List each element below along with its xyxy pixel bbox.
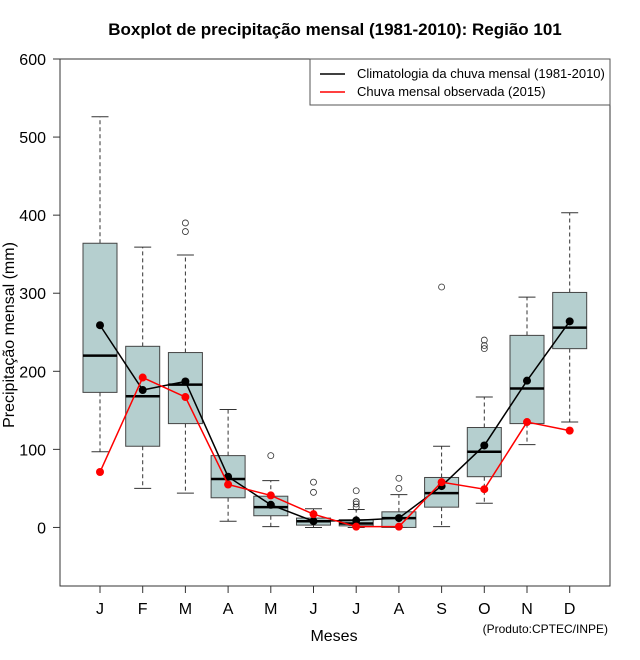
chart-title: Boxplot de precipitação mensal (1981-201… [108,20,562,39]
series-point-0 [352,516,361,525]
box-11 [552,212,588,423]
boxes [82,116,588,528]
box-9 [466,336,502,504]
outlier-point [480,336,488,344]
x-tick-label: O [478,601,490,618]
credit-text: (Produto:CPTEC/INPE) [483,622,608,636]
legend-box [309,58,611,106]
series-point-1 [352,522,361,531]
series-point-1 [437,478,446,487]
outlier-point [438,283,446,291]
outlier-point [267,452,275,460]
outlier-point [310,478,317,486]
series-point-0 [565,317,574,326]
box-iqr [167,352,203,425]
y-tick-label: 200 [19,364,46,381]
box-2 [167,219,203,494]
x-tick-label: D [564,601,576,618]
y-tick-label: 300 [19,286,46,303]
outlier-point [395,485,403,492]
box-iqr [552,291,588,350]
box-1 [125,246,161,489]
box-3 [210,409,246,522]
x-tick-label: J [96,601,104,618]
series-point-0 [480,441,489,450]
outlier-point [395,474,403,482]
outlier-point [352,503,360,511]
y-tick-label: 400 [19,208,46,225]
outlier-point [480,342,488,349]
outlier-point [480,345,488,353]
y-axis: 0 100 200 300 400 500 600 [19,52,60,537]
y-tick-label: 500 [19,130,46,147]
legend: Climatologia da chuva mensal (1981-2010)… [309,58,611,106]
x-tick-label: J [352,601,360,618]
series-point-1 [266,491,275,500]
box-4 [253,452,289,528]
series-point-0 [181,377,190,386]
box-8 [424,283,460,528]
series-point-0 [394,514,403,523]
series-point-1 [565,426,574,435]
series-point-1 [224,480,233,489]
box-0 [82,116,118,453]
series-point-1 [394,522,403,531]
series-point-0 [96,321,104,330]
series-point-0 [523,376,531,385]
outlier-point [310,488,317,496]
x-tick-label: M [179,601,192,618]
x-tick-label: N [521,601,533,618]
outlier-point [181,228,189,235]
series-point-0 [224,472,233,481]
legend-label-observada: Chuva mensal observada (2015) [357,84,546,99]
series-point-0 [266,500,275,509]
series-point-1 [138,373,147,382]
x-tick-label: S [436,601,447,618]
x-tick-label: F [138,601,148,618]
series-lines [96,317,574,531]
legend-label-climatologia: Climatologia da chuva mensal (1981-2010) [357,66,605,81]
series-point-1 [523,418,531,427]
series-line-1 [99,376,570,528]
x-tick-label: A [223,601,234,618]
series-point-1 [96,468,104,477]
x-tick-label: M [264,601,277,618]
y-tick-label: 600 [19,52,46,69]
outlier-point [352,487,360,495]
series-point-1 [480,485,489,494]
outlier-point [352,500,360,508]
y-axis-label: Precipitação mensal (mm) [1,242,18,428]
outlier-point [181,219,189,227]
x-tick-label: A [394,601,405,618]
x-tick-label: J [310,601,318,618]
y-tick-label: 0 [37,520,46,537]
outlier-point [352,498,360,506]
series-point-0 [309,517,318,526]
box-iqr [82,242,118,393]
series-point-1 [309,510,318,519]
x-axis-label: Meses [310,628,357,645]
series-point-1 [181,393,190,402]
y-tick-label: 100 [19,442,46,459]
series-point-0 [138,386,147,395]
